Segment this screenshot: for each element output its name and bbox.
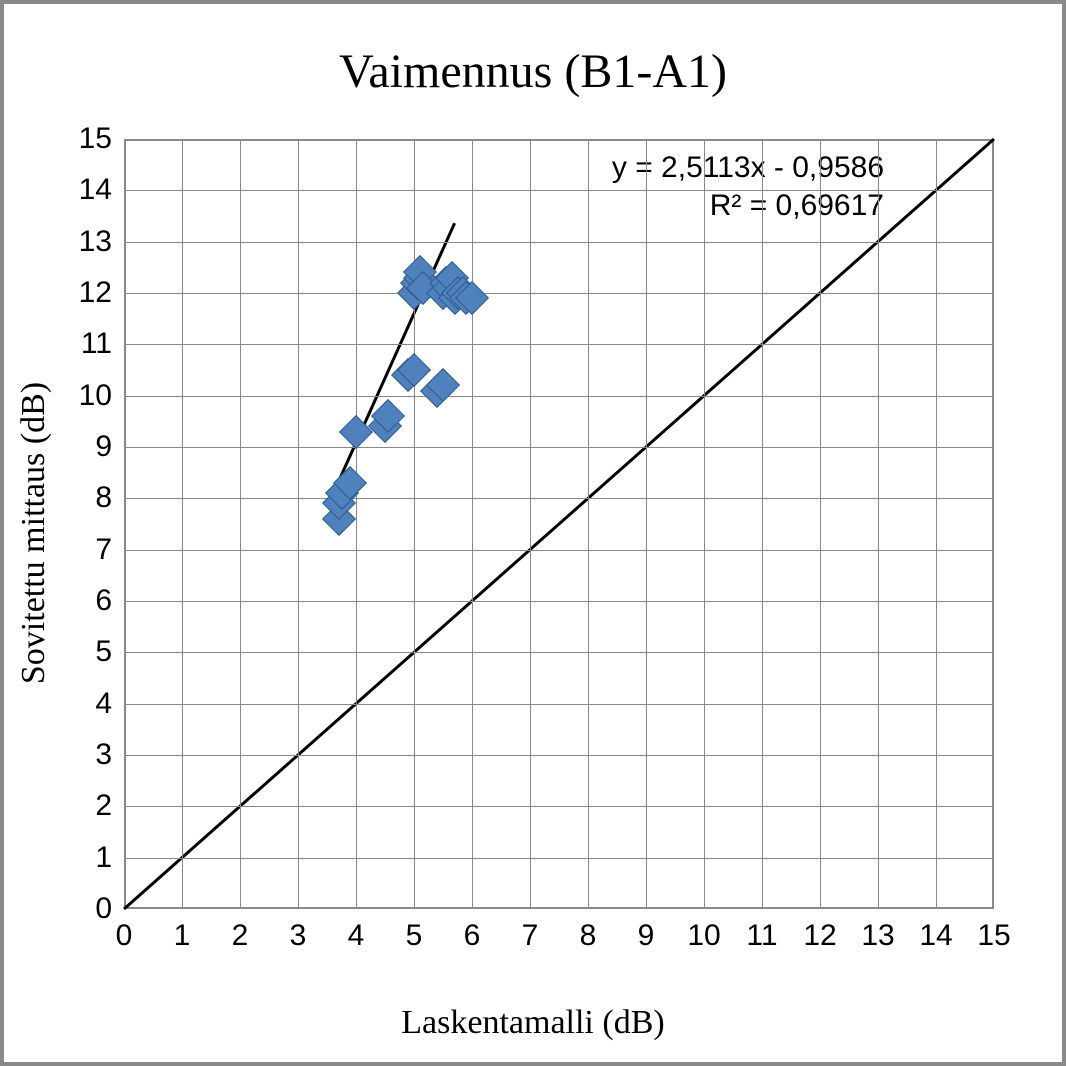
y-tick-label: 8 — [95, 481, 112, 515]
y-tick-label: 13 — [79, 225, 112, 259]
x-tick-label: 1 — [174, 919, 191, 953]
gridline-vertical — [356, 139, 357, 909]
x-tick-label: 14 — [919, 919, 952, 953]
chart-title: Vaimennus (B1-A1) — [4, 44, 1062, 99]
gridline-horizontal — [124, 806, 994, 807]
gridline-vertical — [298, 139, 299, 909]
gridline-horizontal — [124, 190, 994, 191]
gridline-horizontal — [124, 858, 994, 859]
x-tick-label: 3 — [290, 919, 307, 953]
y-tick-label: 2 — [95, 789, 112, 823]
gridline-horizontal — [124, 652, 994, 653]
gridline-horizontal — [124, 447, 994, 448]
gridline-vertical — [878, 139, 879, 909]
gridline-horizontal — [124, 344, 994, 345]
x-tick-label: 0 — [116, 919, 133, 953]
gridline-vertical — [646, 139, 647, 909]
r-squared-line: R² = 0,69617 — [710, 189, 884, 222]
y-tick-label: 5 — [95, 635, 112, 669]
y-tick-label: 15 — [79, 122, 112, 156]
gridline-horizontal — [124, 396, 994, 397]
y-axis-label: Sovitettu mittaus (dB) — [15, 382, 53, 684]
gridline-vertical — [820, 139, 821, 909]
gridline-vertical — [182, 139, 183, 909]
y-tick-label: 11 — [81, 327, 112, 361]
gridline-horizontal — [124, 293, 994, 294]
gridline-vertical — [704, 139, 705, 909]
gridline-horizontal — [124, 755, 994, 756]
x-tick-label: 11 — [746, 919, 777, 953]
x-tick-label: 12 — [803, 919, 836, 953]
gridline-vertical — [762, 139, 763, 909]
gridline-horizontal — [124, 498, 994, 499]
gridline-vertical — [530, 139, 531, 909]
x-tick-label: 6 — [464, 919, 481, 953]
y-tick-label: 14 — [79, 173, 112, 207]
gridline-vertical — [588, 139, 589, 909]
gridline-vertical — [414, 139, 415, 909]
gridline-vertical — [472, 139, 473, 909]
gridline-horizontal — [124, 242, 994, 243]
x-tick-label: 2 — [232, 919, 249, 953]
gridline-vertical — [936, 139, 937, 909]
plot-area: y = 2,5113x - 0,9586 R² = 0,69617 012345… — [124, 139, 994, 909]
line-layer — [124, 139, 994, 909]
x-tick-label: 7 — [522, 919, 539, 953]
x-tick-label: 5 — [406, 919, 423, 953]
identity-line — [124, 139, 994, 909]
gridline-horizontal — [124, 601, 994, 602]
y-tick-label: 1 — [95, 841, 112, 875]
gridline-vertical — [240, 139, 241, 909]
x-tick-label: 8 — [580, 919, 597, 953]
x-tick-label: 9 — [638, 919, 655, 953]
x-tick-label: 4 — [348, 919, 365, 953]
chart-container: Vaimennus (B1-A1) Sovitettu mittaus (dB)… — [0, 0, 1066, 1066]
y-tick-label: 3 — [95, 738, 112, 772]
x-tick-label: 13 — [861, 919, 894, 953]
gridline-horizontal — [124, 550, 994, 551]
y-tick-label: 9 — [95, 430, 112, 464]
y-tick-label: 6 — [95, 584, 112, 618]
y-tick-label: 10 — [79, 379, 112, 413]
y-tick-label: 4 — [95, 687, 112, 721]
regression-equation: y = 2,5113x - 0,9586 R² = 0,69617 — [612, 149, 884, 224]
x-tick-label: 15 — [977, 919, 1010, 953]
y-tick-label: 12 — [79, 276, 112, 310]
x-axis-label: Laskentamalli (dB) — [4, 1004, 1062, 1042]
equation-line: y = 2,5113x - 0,9586 — [612, 151, 884, 184]
y-tick-label: 7 — [95, 533, 112, 567]
gridline-horizontal — [124, 704, 994, 705]
y-tick-label: 0 — [95, 892, 112, 926]
x-tick-label: 10 — [687, 919, 720, 953]
